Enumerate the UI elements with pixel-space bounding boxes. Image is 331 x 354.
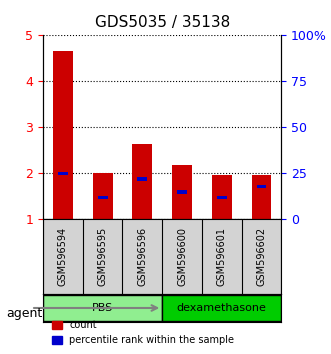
Bar (58, 172, 68, 175)
Text: GSM596596: GSM596596 (137, 227, 147, 286)
Bar (217, 195, 227, 199)
Text: dexamethasone: dexamethasone (177, 303, 267, 313)
Bar (137, 177, 147, 181)
FancyBboxPatch shape (43, 295, 162, 321)
Text: GSM596595: GSM596595 (98, 227, 108, 286)
Bar (177, 190, 187, 194)
Text: GSM596594: GSM596594 (58, 227, 68, 286)
Legend: count, percentile rank within the sample: count, percentile rank within the sample (48, 316, 238, 349)
Bar (53, 51, 73, 219)
Text: agent: agent (7, 307, 43, 320)
Text: GSM596600: GSM596600 (177, 227, 187, 286)
Bar (257, 184, 266, 188)
Text: GSM596602: GSM596602 (257, 227, 266, 286)
Text: GSM596601: GSM596601 (217, 227, 227, 286)
Bar (172, 165, 192, 219)
FancyBboxPatch shape (162, 295, 281, 321)
Bar (93, 173, 113, 219)
Title: GDS5035 / 35138: GDS5035 / 35138 (95, 15, 230, 30)
Bar (132, 144, 152, 219)
Bar (212, 175, 232, 219)
Bar (252, 175, 271, 219)
Text: PBS: PBS (92, 303, 113, 313)
Bar (98, 195, 108, 199)
